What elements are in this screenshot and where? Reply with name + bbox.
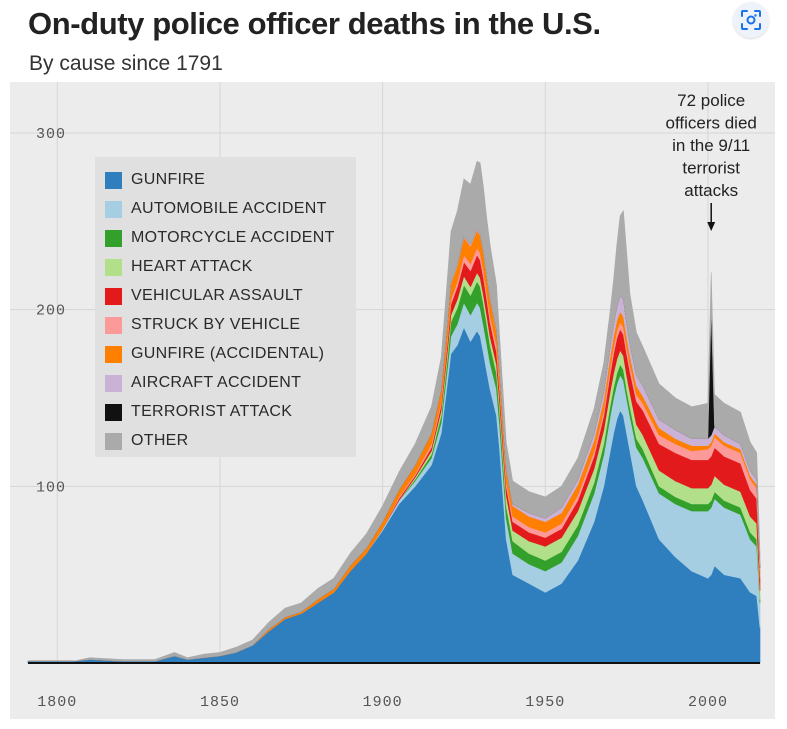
legend-item-struck-by-vehicle: STRUCK BY VEHICLE bbox=[105, 314, 300, 336]
legend-label-struck-by-vehicle: STRUCK BY VEHICLE bbox=[131, 316, 301, 333]
legend-item-other: OTHER bbox=[105, 430, 189, 452]
y-tick-label-100: 100 bbox=[36, 479, 66, 496]
image-search-button[interactable] bbox=[733, 2, 769, 38]
legend-label-motorcycle-accident: MOTORCYCLE ACCIDENT bbox=[131, 229, 335, 246]
legend-label-automobile-accident: AUTOMOBILE ACCIDENT bbox=[131, 200, 327, 217]
legend-label-gunfire: GUNFIRE bbox=[131, 171, 206, 188]
legend-swatch-motorcycle-accident bbox=[105, 229, 122, 247]
x-tick-label-1800: 1800 bbox=[37, 694, 77, 711]
y-axis-ticks: 100 200 300 bbox=[36, 126, 66, 496]
annotation-line-2: officers died bbox=[666, 114, 757, 133]
annotation-line-3: in the 9/11 bbox=[672, 136, 750, 155]
legend-label-terrorist-attack: TERRORIST ATTACK bbox=[131, 403, 293, 420]
annotation-9-11: 72 police officers died in the 9/11 terrori… bbox=[666, 91, 757, 231]
legend-item-automobile-accident: AUTOMOBILE ACCIDENT bbox=[105, 198, 327, 220]
legend-swatch-other bbox=[105, 432, 122, 450]
x-tick-label-1950: 1950 bbox=[525, 694, 565, 711]
legend-swatch-vehicular-assault bbox=[105, 287, 122, 305]
legend-item-motorcycle-accident: MOTORCYCLE ACCIDENT bbox=[105, 227, 335, 249]
legend-item-vehicular-assault: VEHICULAR ASSAULT bbox=[105, 285, 303, 307]
chart-subtitle: By cause since 1791 bbox=[29, 52, 223, 75]
legend-item-terrorist-attack: TERRORIST ATTACK bbox=[105, 401, 292, 423]
x-axis-ticks: 1800 1850 1900 1950 2000 bbox=[37, 694, 728, 711]
image-search-icon bbox=[741, 10, 761, 30]
annotation-line-4: terrorist bbox=[682, 159, 740, 178]
x-tick-label-1850: 1850 bbox=[200, 694, 240, 711]
legend-item-gunfire-accidental: GUNFIRE (ACCIDENTAL) bbox=[105, 343, 324, 365]
y-tick-label-200: 200 bbox=[36, 303, 66, 320]
legend-label-heart-attack: HEART ATTACK bbox=[131, 258, 253, 275]
x-tick-label-1900: 1900 bbox=[363, 694, 403, 711]
x-tick-label-2000: 2000 bbox=[688, 694, 728, 711]
legend-item-gunfire: GUNFIRE bbox=[105, 169, 205, 191]
legend-label-aircraft-accident: AIRCRAFT ACCIDENT bbox=[131, 374, 302, 391]
legend-swatch-automobile-accident bbox=[105, 200, 122, 218]
legend-label-gunfire-accidental: GUNFIRE (ACCIDENTAL) bbox=[131, 345, 325, 362]
annotation-line-5: attacks bbox=[684, 181, 738, 200]
area-series bbox=[27, 161, 761, 664]
y-tick-label-300: 300 bbox=[36, 126, 66, 143]
legend-label-vehicular-assault: VEHICULAR ASSAULT bbox=[131, 287, 303, 304]
legend-swatch-terrorist-attack bbox=[105, 403, 122, 421]
annotation-line-1: 72 police bbox=[677, 91, 745, 110]
legend-swatch-gunfire bbox=[105, 171, 122, 189]
legend-item-heart-attack: HEART ATTACK bbox=[105, 256, 253, 278]
chart-title: On-duty police officer deaths in the U.S… bbox=[28, 6, 601, 41]
legend-swatch-gunfire-accidental bbox=[105, 345, 122, 363]
annotation-arrow-head bbox=[707, 222, 716, 231]
legend-swatch-heart-attack bbox=[105, 258, 122, 276]
legend-label-other: OTHER bbox=[131, 432, 189, 449]
chart-legend: GUNFIRE AUTOMOBILE ACCIDENT MOTORCYCLE ACC… bbox=[95, 157, 356, 457]
area-other bbox=[27, 161, 761, 662]
legend-item-aircraft-accident: AIRCRAFT ACCIDENT bbox=[105, 372, 301, 394]
legend-swatch-struck-by-vehicle bbox=[105, 316, 122, 334]
legend-swatch-aircraft-accident bbox=[105, 374, 122, 392]
